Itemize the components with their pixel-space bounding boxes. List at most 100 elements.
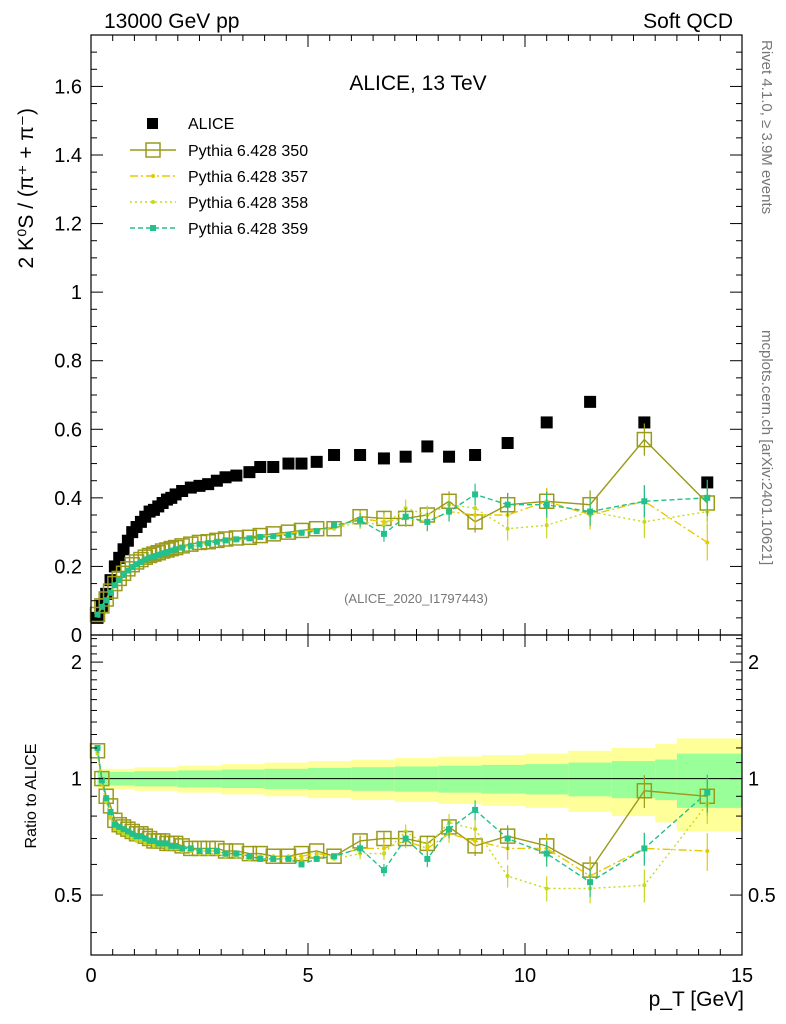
- data-point: [243, 466, 256, 479]
- data-point: [222, 537, 229, 544]
- y-tick-label: 1: [71, 282, 82, 304]
- ratio-axis-label: Ratio to ALICE: [23, 744, 40, 849]
- mcplots-label: mcplots.cern.ch [arXiv:2401.10621]: [758, 330, 775, 565]
- ratio-point: [380, 867, 387, 874]
- ratio-point: [326, 848, 342, 864]
- band-green-segment: [655, 759, 677, 801]
- data-point: [137, 558, 144, 565]
- legend-entry-350: Pythia 6.428 350: [130, 142, 308, 160]
- data-point: [295, 457, 308, 470]
- ratio-point: [163, 840, 170, 847]
- data-point: [298, 529, 305, 536]
- data-point: [98, 591, 114, 607]
- ratio-point: [587, 879, 594, 886]
- data-point: [196, 541, 203, 548]
- ratio-tick-label-right: 0.5: [748, 885, 776, 907]
- legend-label-359: Pythia 6.428 359: [188, 221, 308, 238]
- data-point: [267, 461, 280, 473]
- ratio-point: [142, 835, 149, 842]
- data-point: [285, 531, 292, 538]
- ratio-point: [124, 828, 131, 835]
- data-point: [230, 469, 243, 482]
- ratio-tick-label-right: 1: [748, 769, 759, 791]
- ratio-point: [402, 835, 409, 842]
- data-point: [357, 517, 364, 524]
- data-point: [469, 449, 482, 461]
- data-point: [219, 471, 232, 484]
- ratio-point: [705, 848, 710, 853]
- legend-entry-359: Pythia 6.428 359: [130, 221, 308, 238]
- ratio-point: [120, 826, 127, 833]
- x-tick-label: 10: [514, 965, 536, 987]
- series-line: [96, 503, 708, 616]
- ratio-tick-label-left: 1: [71, 769, 82, 791]
- ratio-point: [233, 850, 240, 857]
- data-point: [129, 564, 136, 571]
- data-point: [270, 533, 277, 540]
- header-right: Soft QCD: [643, 10, 733, 33]
- data-point: [638, 416, 651, 429]
- ratio-point: [133, 833, 140, 840]
- data-point: [282, 457, 295, 470]
- data-point: [94, 611, 101, 618]
- ratio-point: [108, 816, 113, 821]
- ratio-point: [270, 855, 277, 862]
- ratio-point: [257, 855, 264, 862]
- ratio-point: [164, 846, 169, 851]
- data-point: [505, 526, 510, 531]
- data-point: [704, 494, 711, 501]
- x-tick-label: 0: [85, 965, 96, 987]
- y-tick-label: 0.4: [54, 488, 82, 510]
- ratio-point: [298, 861, 305, 868]
- data-point: [213, 538, 220, 545]
- ratio-point: [704, 789, 711, 796]
- header-left: 13000 GeV pp: [104, 10, 239, 33]
- data-point: [150, 553, 157, 560]
- ratio-point: [146, 837, 153, 844]
- ratio-uncertainty-bands: [91, 738, 742, 832]
- legend-entry-358: Pythia 6.428 358: [130, 195, 308, 212]
- data-point: [584, 395, 597, 408]
- data-point: [103, 597, 110, 604]
- legend-label-357: Pythia 6.428 357: [188, 169, 308, 186]
- ratio-point: [642, 883, 647, 888]
- legend-entry-357: Pythia 6.428 357: [130, 169, 308, 186]
- ratio-point: [112, 827, 117, 832]
- data-point: [381, 523, 386, 528]
- ratio-point: [121, 831, 126, 836]
- ratio-point: [205, 847, 212, 854]
- ratio-point: [299, 856, 304, 861]
- ratio-tick-label-right: 2: [748, 652, 759, 674]
- ratio-point: [425, 843, 430, 848]
- data-point: [328, 449, 341, 461]
- legend-label-350: Pythia 6.428 350: [188, 143, 308, 160]
- data-point: [377, 452, 390, 465]
- analysis-id: (ALICE_2020_I1797443): [344, 591, 488, 606]
- data-point: [116, 577, 123, 584]
- ratio-point: [117, 829, 122, 834]
- ratio-series-layer: [89, 743, 716, 904]
- ratio-point: [111, 821, 118, 828]
- ratio-point: [543, 850, 550, 857]
- band-green-segment: [438, 765, 482, 793]
- ratio-point: [151, 843, 156, 848]
- data-point: [133, 561, 140, 568]
- y-tick-label: 1.2: [54, 214, 82, 236]
- ratio-point: [103, 795, 110, 802]
- data-point: [540, 416, 553, 429]
- data-point: [313, 528, 320, 535]
- data-point: [111, 570, 127, 587]
- chart-title: ALICE, 13 TeV: [349, 72, 486, 95]
- band-green-segment: [568, 762, 612, 797]
- data-point: [155, 551, 162, 558]
- axes: 0 5 10 15 0 0.2 0.4 0.6 0.8 1 1.2 1.4 1.6 0.5 0.5 1 1 2 2: [54, 34, 776, 987]
- ratio-point: [641, 845, 648, 852]
- band-green-segment: [676, 753, 742, 808]
- data-point: [544, 523, 549, 528]
- ratio-point: [636, 783, 653, 799]
- data-point: [504, 501, 511, 508]
- data-point: [168, 547, 175, 554]
- data-point: [187, 542, 194, 549]
